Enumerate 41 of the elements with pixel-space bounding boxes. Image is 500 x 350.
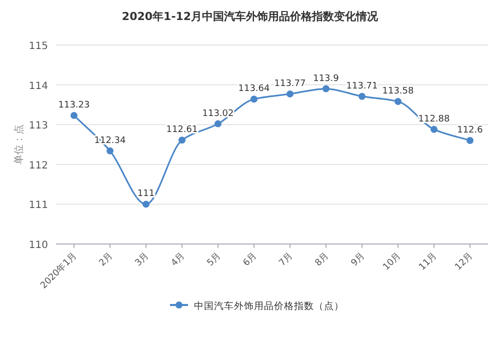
x-tick-label: 8月 xyxy=(314,251,332,269)
point xyxy=(286,90,294,98)
y-tick-label: 112 xyxy=(28,160,48,172)
data-label: 113.64 xyxy=(238,84,270,94)
point xyxy=(142,200,150,208)
data-label: 113.77 xyxy=(274,78,306,89)
chart-title: 2020年1-12月中国汽车外饰用品价格指数变化情况 xyxy=(122,10,380,23)
point xyxy=(430,126,438,133)
point xyxy=(394,98,402,106)
y-axis-title: 单位：点 xyxy=(13,124,25,164)
y-tick-label: 115 xyxy=(28,41,48,52)
x-tick-label: 11月 xyxy=(418,251,440,273)
data-label: 113.58 xyxy=(382,86,414,97)
x-tick-label: 9月 xyxy=(350,251,368,269)
y-tick-label: 114 xyxy=(28,80,48,92)
data-label: 113.23 xyxy=(58,100,90,110)
point xyxy=(322,85,330,92)
x-tick-label: 2月 xyxy=(98,251,116,269)
data-label: 113.71 xyxy=(346,81,378,92)
y-tick-label: 110 xyxy=(28,240,48,251)
data-label: 111 xyxy=(137,189,155,200)
data-label: 113.9 xyxy=(313,74,340,84)
x-tick-label: 4月 xyxy=(170,251,188,269)
point xyxy=(250,96,258,103)
point xyxy=(70,112,78,119)
point xyxy=(214,120,222,128)
y-tick-label: 113 xyxy=(28,120,48,132)
x-tick-label: 5月 xyxy=(206,251,224,269)
x-tick-label: 7月 xyxy=(278,251,296,269)
legend-label: 中国汽车外饰用品价格指数（点） xyxy=(194,300,344,312)
x-tick-label: 10月 xyxy=(382,251,404,273)
point xyxy=(466,137,474,144)
x-tick-label: 6月 xyxy=(242,251,260,269)
point xyxy=(358,92,366,100)
y-tick-label: 111 xyxy=(28,200,48,212)
data-label: 112.6 xyxy=(457,126,484,136)
x-tick-label: 12月 xyxy=(454,251,476,273)
point xyxy=(178,136,186,144)
x-tick-label: 3月 xyxy=(134,251,152,269)
point xyxy=(106,147,114,154)
data-label: 112.61 xyxy=(166,125,198,136)
